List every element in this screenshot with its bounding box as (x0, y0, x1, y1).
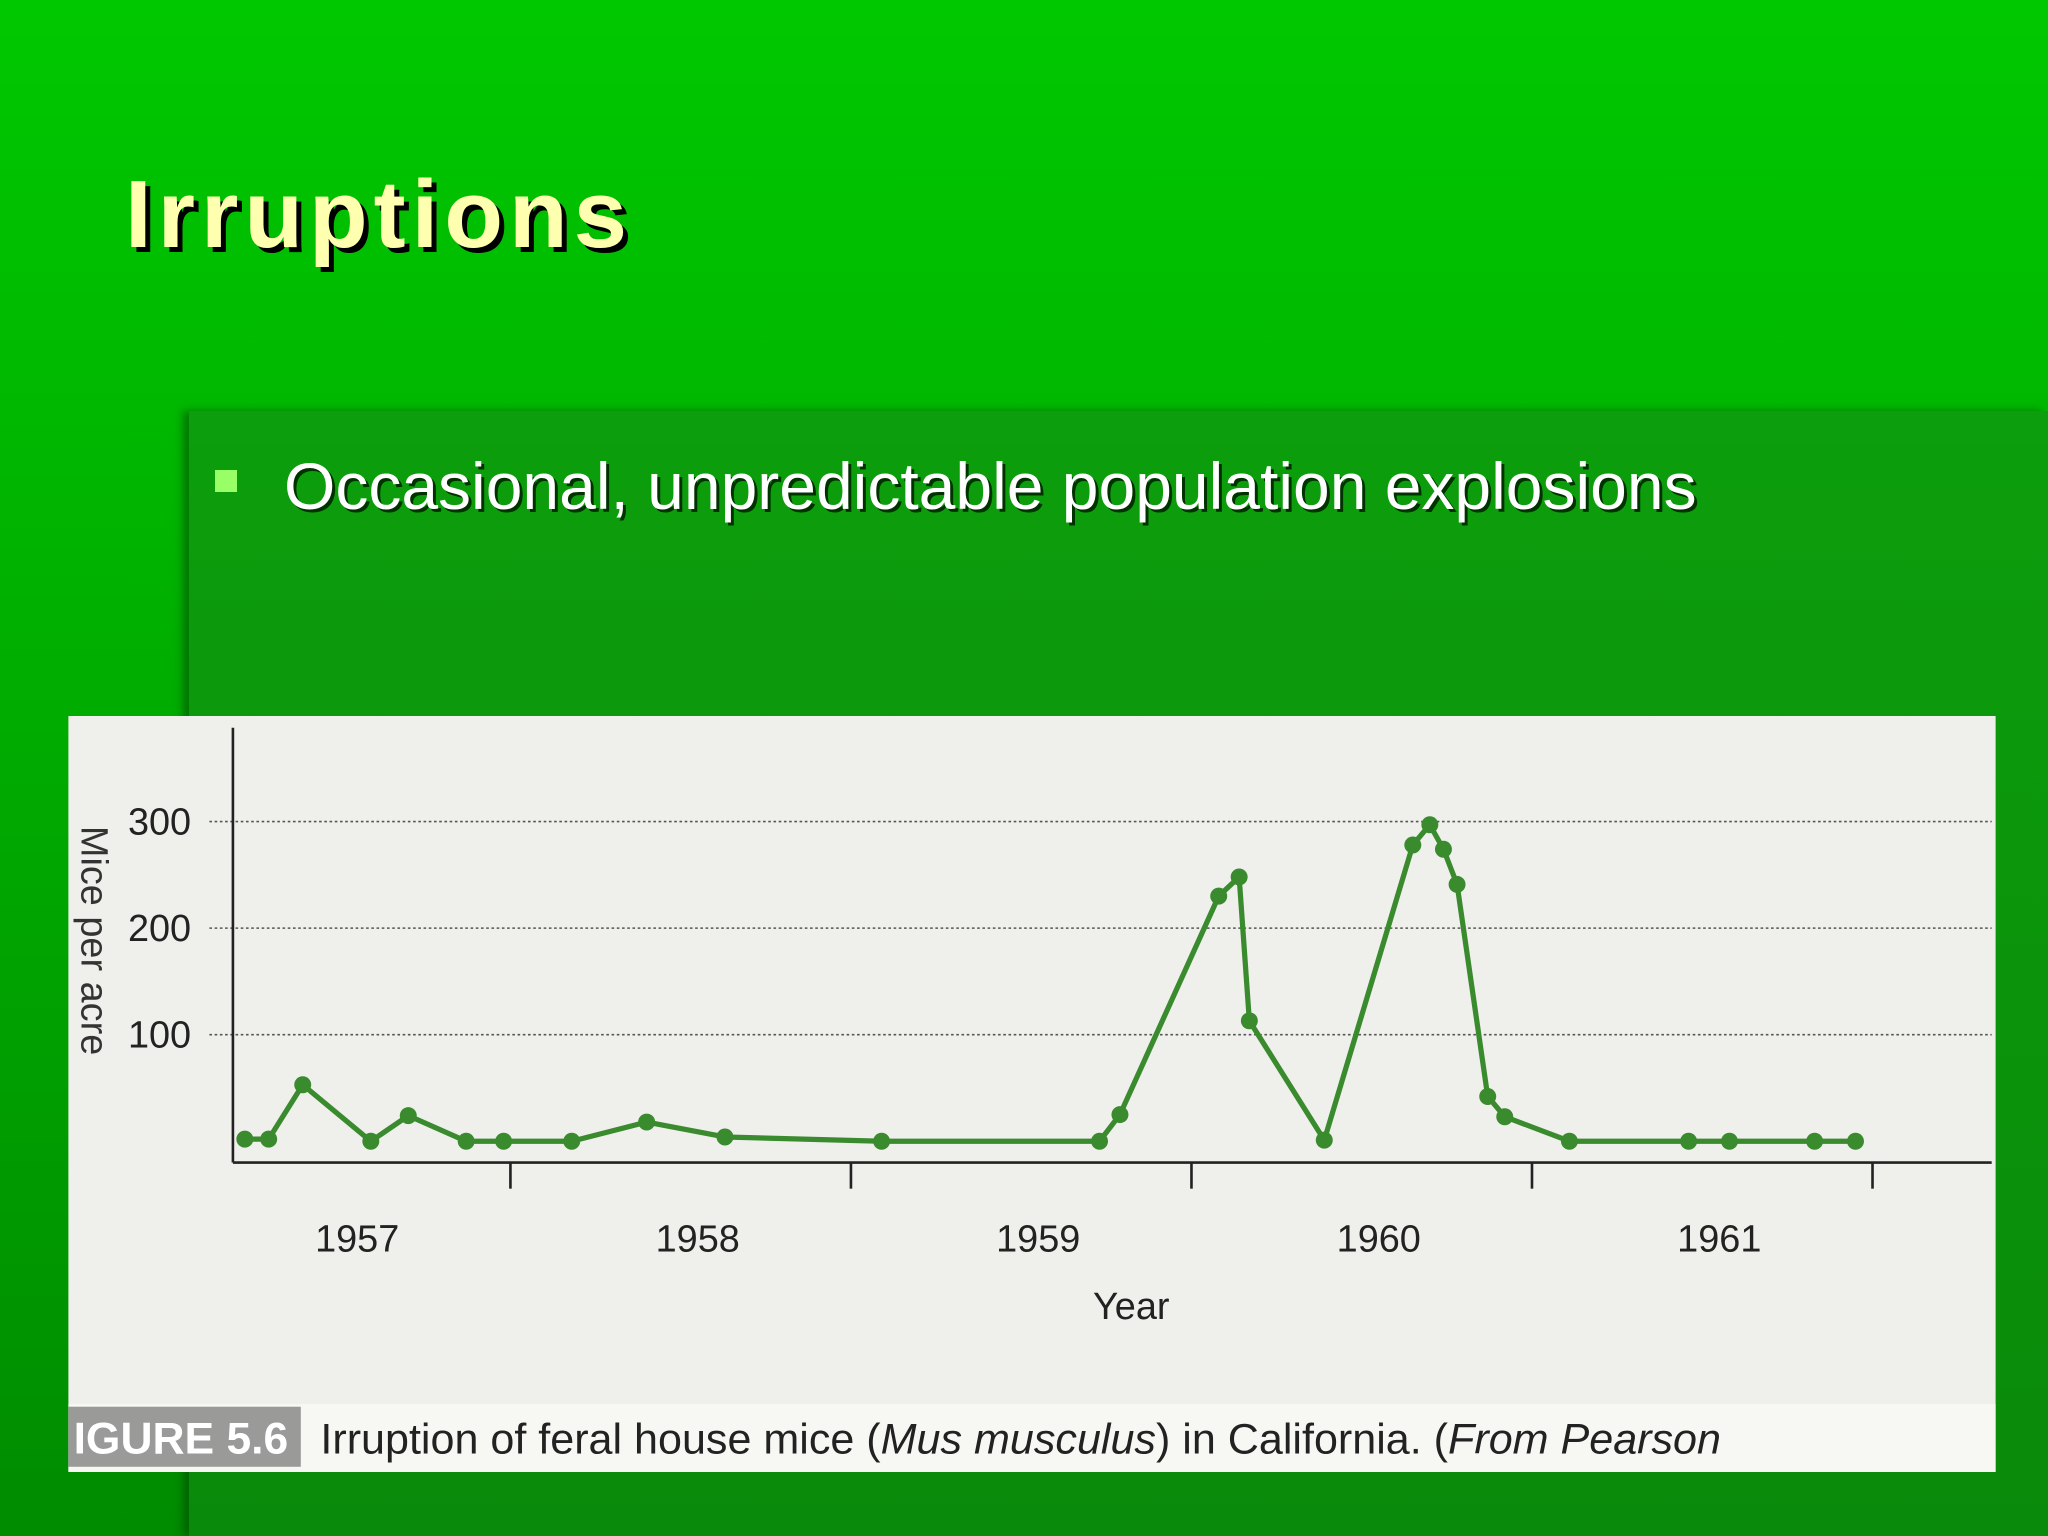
data-point (1496, 1108, 1514, 1126)
figure-label: IGURE 5.6 (74, 1415, 289, 1464)
data-point (873, 1132, 891, 1150)
data-point (563, 1132, 581, 1150)
x-tick-label: 1959 (996, 1218, 1080, 1260)
x-axis-label: Year (1093, 1286, 1170, 1328)
data-point (495, 1132, 513, 1150)
data-point (1806, 1132, 1824, 1150)
slide-title: Irruptions (125, 161, 633, 268)
data-point (1680, 1132, 1698, 1150)
caption-part: Irruption of feral house mice ( (320, 1416, 881, 1464)
bullet-text: Occasional, unpredictable population exp… (284, 449, 1697, 523)
x-tick-label: 1957 (315, 1218, 399, 1260)
y-axis-label: Mice per acre (72, 826, 114, 1055)
data-point (1404, 836, 1422, 854)
bullet-marker (215, 470, 237, 492)
y-tick-label: 300 (128, 802, 191, 844)
caption-strip (68, 1404, 1996, 1472)
x-tick-label: 1960 (1337, 1218, 1421, 1260)
data-point (1210, 887, 1228, 905)
caption-part: Mus musculus (881, 1416, 1156, 1464)
data-point (362, 1132, 380, 1150)
data-point (1434, 840, 1452, 858)
figure-background (68, 716, 1996, 1472)
caption: Irruption of feral house mice (Mus muscu… (320, 1416, 1721, 1464)
data-point (1091, 1132, 1109, 1150)
data-point (1479, 1087, 1497, 1105)
x-tick-label: 1958 (656, 1218, 740, 1260)
figure-label-box (68, 1406, 301, 1467)
data-point (294, 1076, 312, 1094)
data-point (638, 1113, 656, 1131)
data-point (1230, 868, 1248, 886)
data-point (1315, 1131, 1333, 1149)
caption-part: ) in California. ( (1156, 1416, 1449, 1464)
data-point (260, 1130, 278, 1148)
data-point (1111, 1106, 1129, 1124)
data-line (244, 822, 1856, 1144)
data-point (1240, 1012, 1258, 1030)
y-tick-label: 200 (128, 908, 191, 950)
y-tick-label: 100 (128, 1015, 191, 1057)
x-tick-label: 1961 (1677, 1218, 1761, 1260)
data-point (236, 1130, 254, 1148)
data-point (399, 1107, 417, 1125)
data-point (1421, 816, 1439, 834)
data-point (1560, 1132, 1578, 1150)
caption-part: From Pearson (1448, 1416, 1721, 1464)
data-point (716, 1128, 734, 1146)
data-point (1448, 875, 1466, 893)
data-point (1846, 1132, 1864, 1150)
data-point (1721, 1132, 1738, 1150)
data-point (457, 1132, 475, 1150)
figure: IGURE 5.6 Irruption of feral house mice … (68, 716, 1996, 1472)
